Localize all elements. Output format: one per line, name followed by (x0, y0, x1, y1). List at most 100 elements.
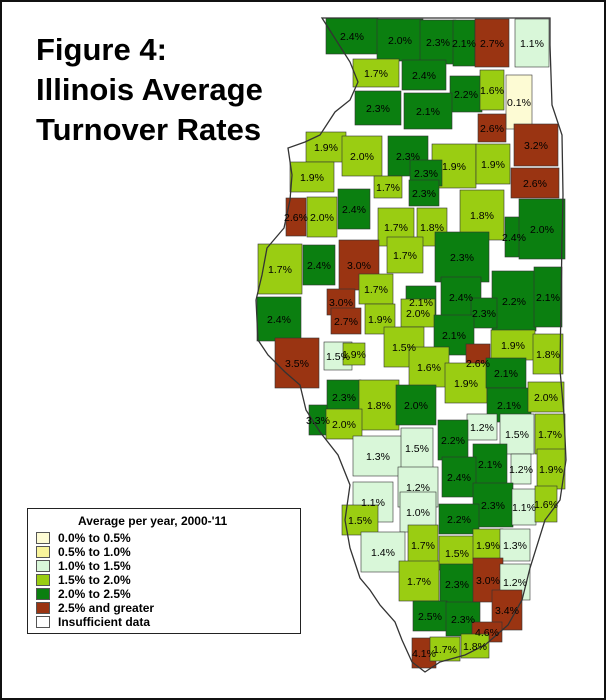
county-region (441, 456, 477, 498)
county-label: 1.9% (300, 172, 324, 184)
title-line-1: Figure 4: (36, 32, 167, 67)
legend-label: 0.0% to 0.5% (58, 531, 131, 545)
legend-label: 2.5% and greater (58, 601, 155, 615)
county-label: 2.3% (481, 500, 505, 512)
county-label: 2.2% (454, 89, 478, 101)
county-label: 1.9% (501, 340, 525, 352)
county-region (419, 19, 457, 65)
county-label: 2.3% (332, 392, 356, 404)
legend-item: 1.5% to 2.0% (36, 573, 131, 587)
county-label: 2.3% (445, 579, 469, 591)
county-label: 2.3% (450, 252, 474, 264)
county-label: 1.9% (481, 159, 505, 171)
county-label: 2.6% (466, 358, 490, 370)
county-label: 1.7% (376, 182, 400, 194)
figure-title: Figure 4: Illinois Average Turnover Rate… (36, 30, 263, 150)
county-region (358, 273, 394, 305)
county-label: 2.0% (530, 224, 554, 236)
county-label: 2.0% (406, 308, 430, 320)
county-label: 3.0% (329, 297, 353, 309)
county-region (444, 362, 488, 404)
county-label: 2.1% (409, 297, 433, 309)
county-label: 1.6% (480, 85, 504, 97)
county-label: 2.3% (366, 103, 390, 115)
county-label: 2.1% (416, 106, 440, 118)
county-label: 3.2% (524, 140, 548, 152)
county-label: 1.9% (539, 464, 563, 476)
county-label: 3.0% (476, 575, 500, 587)
county-region (510, 167, 560, 199)
county-region (358, 379, 400, 431)
county-label: 1.8% (536, 349, 560, 361)
legend-item: 2.5% and greater (36, 601, 154, 615)
legend: Average per year, 2000-'11 0.0% to 0.5% … (27, 508, 301, 634)
legend-item: Insufficient data (36, 615, 150, 629)
county-label: 1.8% (463, 641, 487, 653)
county-label: 2.4% (340, 31, 364, 43)
county-label: 1.7% (364, 68, 388, 80)
county-label: 1.7% (268, 264, 292, 276)
county-label: 1.9% (342, 349, 366, 361)
county-region (439, 563, 475, 605)
county-label: 1.3% (366, 451, 390, 463)
county-label: 1.7% (384, 222, 408, 234)
county-label: 3.4% (495, 605, 519, 617)
county-label: 2.1% (494, 368, 518, 380)
county-region (438, 503, 480, 535)
county-region (532, 333, 564, 375)
legend-swatch (36, 616, 50, 628)
county-label: 1.5% (505, 429, 529, 441)
county-region (536, 448, 566, 490)
county-label: 2.7% (334, 316, 358, 328)
county-label: 1.3% (503, 540, 527, 552)
county-region (470, 297, 498, 329)
county-region (437, 419, 469, 461)
county-label: 1.8% (420, 222, 444, 234)
county-label: 1.5% (445, 548, 469, 560)
county-label: 2.1% (452, 38, 476, 50)
county-region (326, 379, 362, 415)
legend-swatch (36, 602, 50, 614)
county-label: 2.0% (534, 392, 558, 404)
county-label: 2.0% (310, 212, 334, 224)
legend-item: 1.0% to 1.5% (36, 559, 131, 573)
county-region (514, 18, 550, 68)
title-line-3: Turnover Rates (36, 112, 262, 147)
legend-item: 0.0% to 0.5% (36, 531, 131, 545)
county-label: 2.4% (502, 232, 526, 244)
county-region (479, 69, 505, 111)
county-label: 1.8% (470, 210, 494, 222)
county-region (342, 342, 366, 366)
county-label: 2.6% (480, 123, 504, 135)
county-label: 1.2% (406, 482, 430, 494)
county-region (257, 243, 303, 295)
county-label: 1.6% (417, 362, 441, 374)
county-label: 1.2% (509, 464, 533, 476)
county-label: 1.7% (393, 250, 417, 262)
county-label: 2.7% (480, 38, 504, 50)
legend-swatch (36, 588, 50, 600)
legend-swatch (36, 546, 50, 558)
county-label: 2.3% (472, 308, 496, 320)
county-region (330, 307, 362, 335)
county-region (325, 17, 379, 55)
county-label: 3.3% (306, 415, 330, 427)
county-label: 1.7% (538, 429, 562, 441)
county-label: 2.0% (332, 419, 356, 431)
county-region (407, 524, 439, 566)
county-label: 2.4% (412, 70, 436, 82)
county-label: 1.5% (405, 443, 429, 455)
county-label: 1.7% (433, 644, 457, 656)
county-region (459, 189, 505, 241)
county-region (305, 131, 347, 163)
county-region (352, 435, 404, 477)
county-label: 1.7% (364, 284, 388, 296)
title-line-2: Illinois Average (36, 72, 263, 107)
county-label: 1.5% (348, 515, 372, 527)
county-region (474, 18, 510, 68)
county-region (434, 231, 490, 283)
county-label: 2.3% (412, 188, 436, 200)
county-region (354, 90, 402, 126)
county-region (373, 175, 403, 199)
